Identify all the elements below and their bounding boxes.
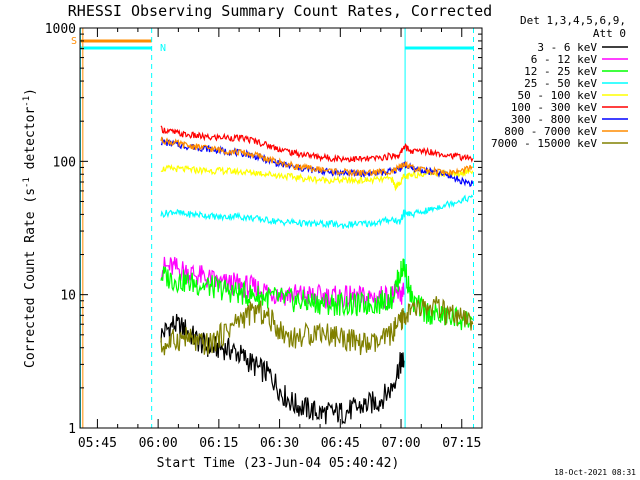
series-line-8 [160,136,473,178]
x-tick-label-06:15: 06:15 [199,436,238,451]
y-tick-label-10: 10 [60,289,76,304]
y-axis: 1 10 100 1000 [45,22,482,437]
legend-label-9: 7000 - 15000 keV [491,137,597,150]
chart-title: RHESSI Observing Summary Count Rates, Co… [68,2,492,20]
series-line-6 [160,125,474,163]
legend-label-5: 50 - 100 keV [518,89,598,102]
legend-label-4: 25 - 50 keV [524,77,597,90]
y-axis-label-part1: Corrected Count Rate (s [23,188,38,368]
legend-label-6: 100 - 300 keV [511,101,597,114]
x-tick-label-06:30: 06:30 [260,436,299,451]
x-axis-label: Start Time (23-Jun-04 05:40:42) [157,456,400,471]
series-line-2 [160,256,405,311]
x-tick-label-06:00: 06:00 [139,436,178,451]
legend-label-3: 12 - 25 keV [524,65,597,78]
y-axis-label: Corrected Count Rate (s-1 detector-1) [22,88,38,368]
x-tick-label-07:00: 07:00 [381,436,420,451]
saa-flag-label: S [71,36,77,47]
y-tick-label-1000: 1000 [45,22,76,37]
y-axis-label-sup2: -1 [22,96,32,107]
y-tick-label-1: 1 [68,422,76,437]
legend-label-2: 6 - 12 keV [531,53,598,66]
y-axis-label-part2: detector [23,107,38,178]
plot-frame [79,27,483,429]
y-axis-label-sup1: -1 [22,177,32,188]
legend-attenuator: Att 0 [593,27,626,40]
x-tick-label-05:45: 05:45 [78,436,117,451]
legend-label-1: 3 - 6 keV [537,41,597,54]
series-line-4 [160,194,474,229]
legend-label-7: 300 - 800 keV [511,113,597,126]
night-flag-label: N [160,43,166,54]
series-line-5 [160,163,474,192]
generation-date: 18-Oct-2021 08:31 [554,468,636,477]
x-tick-label-06:45: 06:45 [321,436,360,451]
legend-label-8: 800 - 7000 keV [504,125,597,138]
data-layer: SN [71,28,474,428]
series-line-1 [160,313,405,425]
y-tick-label-100: 100 [53,155,76,170]
x-tick-label-07:15: 07:15 [442,436,481,451]
series-line-9 [160,296,474,356]
series-line-3 [160,258,474,331]
y-axis-label-part3: ) [23,88,38,96]
legend-detectors: Det 1,3,4,5,6,9, [520,14,626,27]
x-axis: 05:45 06:00 06:15 06:30 06:45 07:00 07:15 [78,28,483,451]
